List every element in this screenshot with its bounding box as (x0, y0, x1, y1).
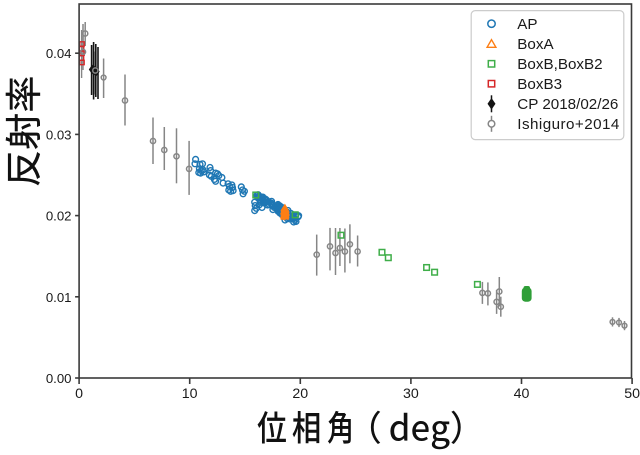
svg-text:20: 20 (292, 386, 308, 402)
svg-text:10: 10 (182, 386, 198, 402)
svg-text:AP: AP (517, 16, 537, 33)
svg-text:Ishiguro+2014: Ishiguro+2014 (517, 116, 620, 133)
svg-text:0.02: 0.02 (46, 209, 72, 224)
svg-text:30: 30 (403, 386, 419, 402)
svg-text:CP 2018/02/26: CP 2018/02/26 (517, 96, 618, 113)
svg-text:BoxB3: BoxB3 (517, 76, 562, 93)
svg-text:0.03: 0.03 (46, 127, 72, 142)
svg-text:0: 0 (75, 386, 83, 402)
svg-text:0.04: 0.04 (46, 46, 72, 61)
svg-text:50: 50 (624, 386, 640, 402)
svg-text:0.01: 0.01 (46, 290, 72, 305)
svg-text:0.00: 0.00 (46, 371, 72, 386)
svg-text:BoxB,BoxB2: BoxB,BoxB2 (517, 56, 602, 73)
svg-text:BoxA: BoxA (517, 36, 554, 53)
svg-text:40: 40 (514, 386, 530, 402)
